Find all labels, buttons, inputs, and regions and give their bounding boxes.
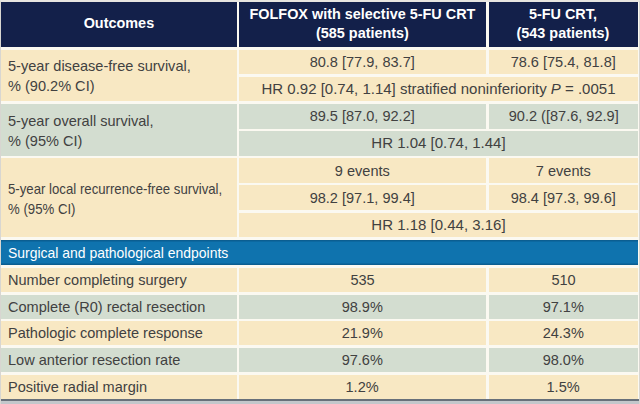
pcr-5fu-cell: 24.3% — [489, 321, 639, 345]
lrfs-events-folfox-cell: 9 events — [239, 158, 486, 183]
lar-rate-folfox-value: 97.6% — [342, 350, 383, 370]
lar-rate-folfox-cell: 97.6% — [239, 348, 486, 372]
header-cell-folfox: FOLFOX with selective 5-FU CRT (585 pati… — [239, 2, 486, 47]
surgery-count-label-cell: Number completing surgery — [1, 268, 237, 292]
lar-rate-5fu-cell: 98.0% — [489, 348, 639, 372]
lar-rate-label-cell: Low anterior resection rate — [1, 348, 237, 372]
surgery-count-folfox-cell: 535 — [239, 268, 486, 292]
surgery-count-label: Number completing surgery — [8, 270, 187, 290]
os-label: 5-year overall survival, % (95% CI) — [8, 111, 154, 151]
dfs-label-line1: 5-year disease-free survival, — [8, 56, 191, 76]
os-hr-value: HR 1.04 [0.74, 1.44] — [371, 133, 505, 153]
pcr-label-cell: Pathologic complete response — [1, 321, 237, 345]
dfs-hr-suffix: = .0051 — [561, 80, 616, 97]
radial-margin-folfox-value: 1.2% — [346, 377, 379, 397]
dfs-hr-cell: HR 0.92 [0.74, 1.14] stratified noninfer… — [239, 77, 638, 102]
dfs-hr-prefix: HR 0.92 [0.74, 1.14] stratified noninfer… — [262, 80, 551, 97]
dfs-label: 5-year disease-free survival, % (90.2% C… — [8, 56, 191, 96]
lrfs-5fu-value: 98.4 [97.3, 99.6] — [511, 188, 616, 208]
header-5fu-line1: 5-FU CRT, — [517, 5, 610, 24]
pcr-folfox-value: 21.9% — [342, 323, 383, 343]
os-hr-cell: HR 1.04 [0.74, 1.44] — [239, 131, 638, 156]
lrfs-events-5fu-cell: 7 events — [489, 158, 639, 183]
radial-margin-folfox-cell: 1.2% — [239, 375, 486, 399]
header-cell-5fu: 5-FU CRT, (543 patients) — [489, 2, 639, 47]
surgery-count-folfox-value: 535 — [350, 270, 374, 290]
dfs-5fu-cell: 78.6 [75.4, 81.8] — [489, 50, 639, 75]
radial-margin-label: Positive radial margin — [8, 377, 147, 397]
lrfs-label: 5-year local recurrence-free survival, %… — [8, 179, 222, 219]
pcr-label: Pathologic complete response — [8, 323, 203, 343]
os-folfox-cell: 89.5 [87.0, 92.2] — [239, 104, 486, 129]
dfs-label-cell: 5-year disease-free survival, % (90.2% C… — [1, 50, 237, 102]
header-outcomes-label: Outcomes — [83, 14, 154, 33]
radial-margin-label-cell: Positive radial margin — [1, 375, 237, 399]
pcr-5fu-value: 24.3% — [543, 323, 584, 343]
lrfs-folfox-value: 98.2 [97.1, 99.4] — [310, 188, 415, 208]
os-label-line2: % (95% CI) — [8, 131, 154, 151]
table-grid: Outcomes FOLFOX with selective 5-FU CRT … — [1, 2, 639, 399]
clinical-results-table: Outcomes FOLFOX with selective 5-FU CRT … — [0, 0, 640, 404]
lar-rate-label: Low anterior resection rate — [8, 350, 180, 370]
os-label-cell: 5-year overall survival, % (95% CI) — [1, 104, 237, 156]
os-folfox-value: 89.5 [87.0, 92.2] — [310, 106, 415, 126]
r0-resection-5fu-cell: 97.1% — [489, 295, 639, 319]
os-label-line1: 5-year overall survival, — [8, 111, 154, 131]
header-5fu-label: 5-FU CRT, (543 patients) — [517, 5, 610, 42]
r0-resection-folfox-value: 98.9% — [342, 297, 383, 317]
dfs-5fu-value: 78.6 [75.4, 81.8] — [511, 52, 616, 72]
radial-margin-5fu-value: 1.5% — [547, 377, 580, 397]
section-header-surgical: Surgical and pathological endpoints — [1, 240, 638, 266]
lrfs-label-cell: 5-year local recurrence-free survival, %… — [1, 158, 237, 237]
surgery-count-5fu-value: 510 — [551, 270, 575, 290]
r0-resection-label: Complete (R0) rectal resection — [8, 297, 205, 317]
dfs-folfox-value: 80.8 [77.9, 83.7] — [310, 52, 415, 72]
lar-rate-5fu-value: 98.0% — [543, 350, 584, 370]
lrfs-label-line1: 5-year local recurrence-free survival, — [8, 179, 222, 199]
radial-margin-5fu-cell: 1.5% — [489, 375, 639, 399]
header-5fu-line2: (543 patients) — [517, 23, 610, 42]
header-folfox-line2: (585 patients) — [250, 23, 476, 42]
os-5fu-cell: 90.2 ([87.6, 92.9] — [489, 104, 639, 129]
dfs-hr-p-symbol: P — [551, 80, 561, 97]
lrfs-folfox-cell: 98.2 [97.1, 99.4] — [239, 185, 486, 210]
lrfs-label-line2: % (95% CI) — [8, 199, 222, 219]
section-header-label: Surgical and pathological endpoints — [8, 243, 228, 263]
lrfs-5fu-cell: 98.4 [97.3, 99.6] — [489, 185, 639, 210]
dfs-label-line2: % (90.2% CI) — [8, 76, 191, 96]
bottom-border-light — [1, 401, 639, 404]
dfs-folfox-cell: 80.8 [77.9, 83.7] — [239, 50, 486, 75]
lrfs-events-5fu-value: 7 events — [536, 161, 591, 181]
r0-resection-folfox-cell: 98.9% — [239, 295, 486, 319]
header-folfox-label: FOLFOX with selective 5-FU CRT (585 pati… — [250, 5, 476, 42]
pcr-folfox-cell: 21.9% — [239, 321, 486, 345]
lrfs-events-folfox-value: 9 events — [335, 161, 390, 181]
header-cell-outcomes: Outcomes — [1, 2, 237, 47]
lrfs-hr-cell: HR 1.18 [0.44, 3.16] — [239, 213, 638, 238]
r0-resection-5fu-value: 97.1% — [543, 297, 584, 317]
lrfs-hr-value: HR 1.18 [0.44, 3.16] — [371, 215, 505, 235]
surgery-count-5fu-cell: 510 — [489, 268, 639, 292]
dfs-hr-value: HR 0.92 [0.74, 1.14] stratified noninfer… — [262, 79, 616, 99]
os-5fu-value: 90.2 ([87.6, 92.9] — [508, 106, 618, 126]
r0-resection-label-cell: Complete (R0) rectal resection — [1, 295, 237, 319]
header-folfox-line1: FOLFOX with selective 5-FU CRT — [250, 5, 476, 24]
